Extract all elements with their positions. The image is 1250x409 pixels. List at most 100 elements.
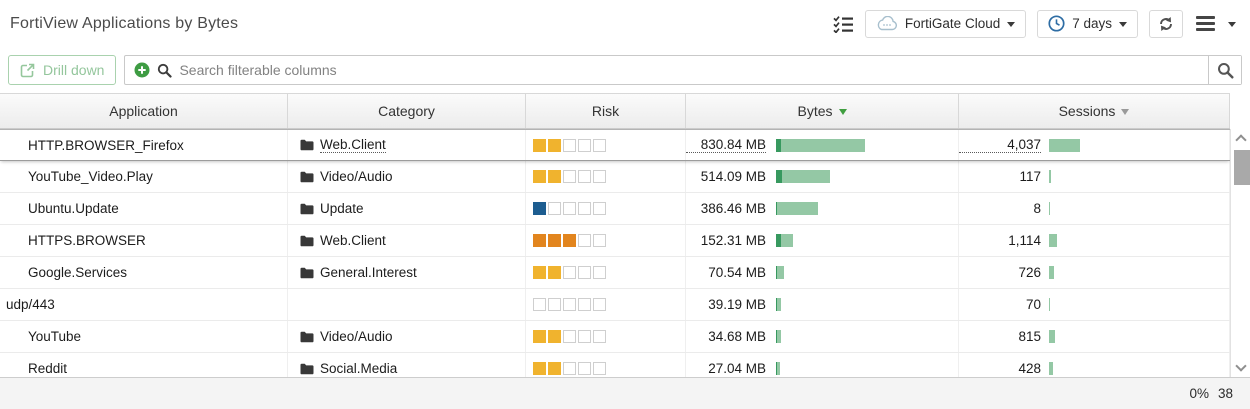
category-cell[interactable]: Video/Audio — [288, 161, 526, 192]
column-header-application[interactable]: Application — [0, 94, 288, 128]
drill-down-button[interactable]: Drill down — [8, 55, 117, 85]
bytes-cell[interactable]: 34.68 MB — [686, 321, 959, 352]
refresh-button[interactable] — [1149, 9, 1183, 38]
category-cell[interactable]: Web.Client — [288, 130, 526, 160]
application-name: Reddit — [28, 361, 68, 376]
risk-square — [593, 138, 606, 152]
column-label: Bytes — [797, 103, 833, 119]
bytes-cell[interactable]: 514.09 MB — [686, 161, 959, 192]
risk-square — [548, 266, 561, 279]
search-input[interactable] — [179, 62, 1199, 78]
risk-square — [533, 330, 546, 343]
sessions-bar — [1049, 298, 1050, 311]
column-label: Sessions — [1058, 103, 1116, 119]
vertical-scrollbar[interactable] — [1230, 129, 1250, 377]
risk-square — [533, 170, 546, 183]
sessions-value: 117 — [1019, 169, 1041, 184]
sessions-cell[interactable]: 726 — [959, 257, 1230, 288]
sessions-value: 726 — [1018, 265, 1041, 280]
category-cell[interactable]: Web.Client — [288, 225, 526, 256]
risk-square — [533, 298, 546, 311]
category-cell[interactable]: Update — [288, 193, 526, 224]
bytes-bar-sent — [776, 138, 781, 152]
add-filter-icon[interactable] — [134, 62, 150, 78]
bytes-value: 514.09 MB — [700, 169, 766, 184]
table-row[interactable]: HTTPS.BROWSER Web.Client 152.31 MB 1,114 — [0, 225, 1230, 257]
bytes-bar-sent — [776, 170, 782, 183]
time-range-label: 7 days — [1072, 16, 1112, 31]
application-cell: HTTP.BROWSER_Firefox — [0, 130, 288, 160]
column-header-sessions[interactable]: Sessions — [959, 94, 1230, 128]
application-name: YouTube_Video.Play — [28, 169, 153, 184]
sessions-cell[interactable]: 1,114 — [959, 225, 1230, 256]
table-row[interactable]: Ubuntu.Update Update 386.46 MB 8 — [0, 193, 1230, 225]
time-range-dropdown[interactable]: 7 days — [1037, 9, 1138, 38]
scroll-up-arrow-icon[interactable] — [1234, 134, 1247, 146]
column-header-category[interactable]: Category — [288, 94, 526, 128]
bytes-cell[interactable]: 830.84 MB — [686, 130, 959, 160]
bytes-bar — [776, 170, 830, 183]
bytes-cell[interactable]: 152.31 MB — [686, 225, 959, 256]
application-cell: Reddit — [0, 353, 288, 377]
risk-square — [563, 170, 576, 183]
search-submit-button[interactable] — [1208, 56, 1241, 84]
sessions-cell[interactable]: 8 — [959, 193, 1230, 224]
chevron-down-icon — [1228, 21, 1236, 27]
risk-square — [563, 234, 576, 247]
sessions-cell[interactable]: 4,037 — [959, 130, 1230, 160]
progress-value: 0% — [1189, 386, 1209, 401]
bytes-bar — [776, 298, 781, 311]
category-cell[interactable]: Video/Audio — [288, 321, 526, 352]
device-dropdown[interactable]: FortiGate Cloud — [864, 9, 1027, 38]
table-row[interactable]: Reddit Social.Media 27.04 MB 428 — [0, 353, 1230, 377]
category-name: Web.Client — [320, 137, 386, 153]
folder-icon — [300, 203, 314, 215]
drill-down-icon — [20, 63, 35, 78]
bytes-bar-received — [781, 138, 865, 152]
risk-square — [593, 298, 606, 311]
bytes-bar-received — [782, 170, 830, 183]
risk-square — [533, 138, 546, 152]
page-title: FortiView Applications by Bytes — [10, 14, 239, 32]
risk-square — [563, 138, 576, 152]
risk-cell — [526, 225, 686, 256]
risk-square — [533, 266, 546, 279]
category-cell[interactable]: Social.Media — [288, 353, 526, 377]
bytes-cell[interactable]: 39.19 MB — [686, 289, 959, 320]
sessions-cell[interactable]: 70 — [959, 289, 1230, 320]
bytes-cell[interactable]: 27.04 MB — [686, 353, 959, 377]
table-row[interactable]: udp/443 39.19 MB 70 — [0, 289, 1230, 321]
scrollbar-thumb[interactable] — [1234, 150, 1250, 185]
risk-cell — [526, 289, 686, 320]
applications-table: Application Category Risk Bytes Sessions… — [0, 93, 1250, 377]
chevron-down-icon — [1007, 21, 1016, 27]
sessions-value: 4,037 — [959, 137, 1041, 153]
bytes-bar — [776, 202, 818, 215]
risk-cell — [526, 321, 686, 352]
category-cell[interactable] — [288, 289, 526, 320]
bytes-cell[interactable]: 70.54 MB — [686, 257, 959, 288]
risk-square — [593, 170, 606, 183]
folder-icon — [300, 267, 314, 279]
sessions-value: 428 — [1018, 361, 1041, 376]
risk-square — [593, 330, 606, 343]
table-row[interactable]: Google.Services General.Interest 70.54 M… — [0, 257, 1230, 289]
bytes-bar-sent — [776, 330, 777, 343]
category-cell[interactable]: General.Interest — [288, 257, 526, 288]
bytes-cell[interactable]: 386.46 MB — [686, 193, 959, 224]
search-bar — [124, 55, 1242, 85]
checklist-icon[interactable] — [833, 15, 854, 33]
table-row[interactable]: YouTube Video/Audio 34.68 MB 815 — [0, 321, 1230, 353]
sort-desc-icon — [1121, 109, 1130, 115]
sessions-cell[interactable]: 117 — [959, 161, 1230, 192]
sessions-cell[interactable]: 428 — [959, 353, 1230, 377]
column-header-bytes[interactable]: Bytes — [686, 94, 959, 128]
column-header-risk[interactable]: Risk — [526, 94, 686, 128]
table-row[interactable]: YouTube_Video.Play Video/Audio 514.09 MB… — [0, 161, 1230, 193]
application-name: Google.Services — [28, 265, 128, 280]
table-row[interactable]: HTTP.BROWSER_Firefox Web.Client 830.84 M… — [0, 129, 1230, 161]
sessions-cell[interactable]: 815 — [959, 321, 1230, 352]
menu-button[interactable] — [1194, 10, 1238, 38]
scroll-down-arrow-icon[interactable] — [1234, 360, 1247, 372]
bytes-bar-received — [777, 202, 818, 215]
